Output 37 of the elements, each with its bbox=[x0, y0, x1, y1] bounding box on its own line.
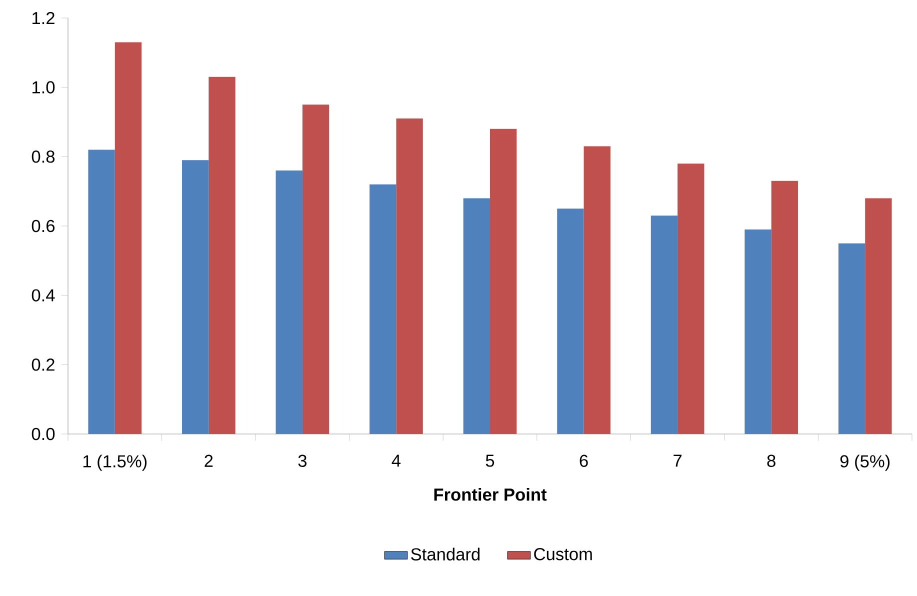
bar bbox=[114, 42, 142, 434]
x-tick-label: 7 bbox=[674, 454, 682, 467]
bar bbox=[838, 243, 866, 434]
bar bbox=[370, 184, 396, 434]
y-tick-label: 0.0 bbox=[32, 428, 55, 440]
x-tick-label: 4 bbox=[392, 454, 401, 467]
x-tick-label: 6 bbox=[580, 454, 588, 467]
x-tick-label: 8 bbox=[767, 454, 776, 467]
bar bbox=[584, 146, 610, 434]
legend-label: Standard bbox=[411, 548, 480, 560]
bar bbox=[463, 198, 490, 434]
bar bbox=[650, 216, 678, 434]
x-axis-title: Frontier Point bbox=[434, 488, 547, 501]
bar bbox=[744, 229, 772, 434]
legend-label: Custom bbox=[534, 548, 592, 560]
bar bbox=[208, 76, 236, 434]
bar bbox=[490, 128, 517, 434]
x-tick-label: 3 bbox=[298, 454, 307, 467]
bar bbox=[396, 118, 423, 434]
x-tick-label: 1 (1.5%) bbox=[83, 454, 147, 471]
x-tick-label: 5 bbox=[486, 454, 494, 467]
y-tick-label: 0.6 bbox=[32, 220, 55, 232]
y-tick-label: 1.2 bbox=[32, 12, 54, 24]
y-tick-label: 1.0 bbox=[32, 81, 55, 94]
x-tick-label: 9 (5%) bbox=[840, 454, 890, 471]
bar bbox=[302, 104, 330, 434]
y-tick-label: 0.4 bbox=[32, 289, 55, 302]
bar bbox=[276, 170, 302, 434]
bar bbox=[182, 160, 209, 434]
y-tick-label: 0.8 bbox=[32, 150, 55, 163]
x-tick-label: 2 bbox=[204, 454, 213, 467]
bar bbox=[865, 198, 892, 434]
y-tick-label: 0.2 bbox=[32, 358, 54, 371]
bar bbox=[88, 150, 115, 434]
bar bbox=[557, 208, 584, 434]
bar bbox=[678, 164, 704, 434]
bar bbox=[771, 180, 798, 434]
